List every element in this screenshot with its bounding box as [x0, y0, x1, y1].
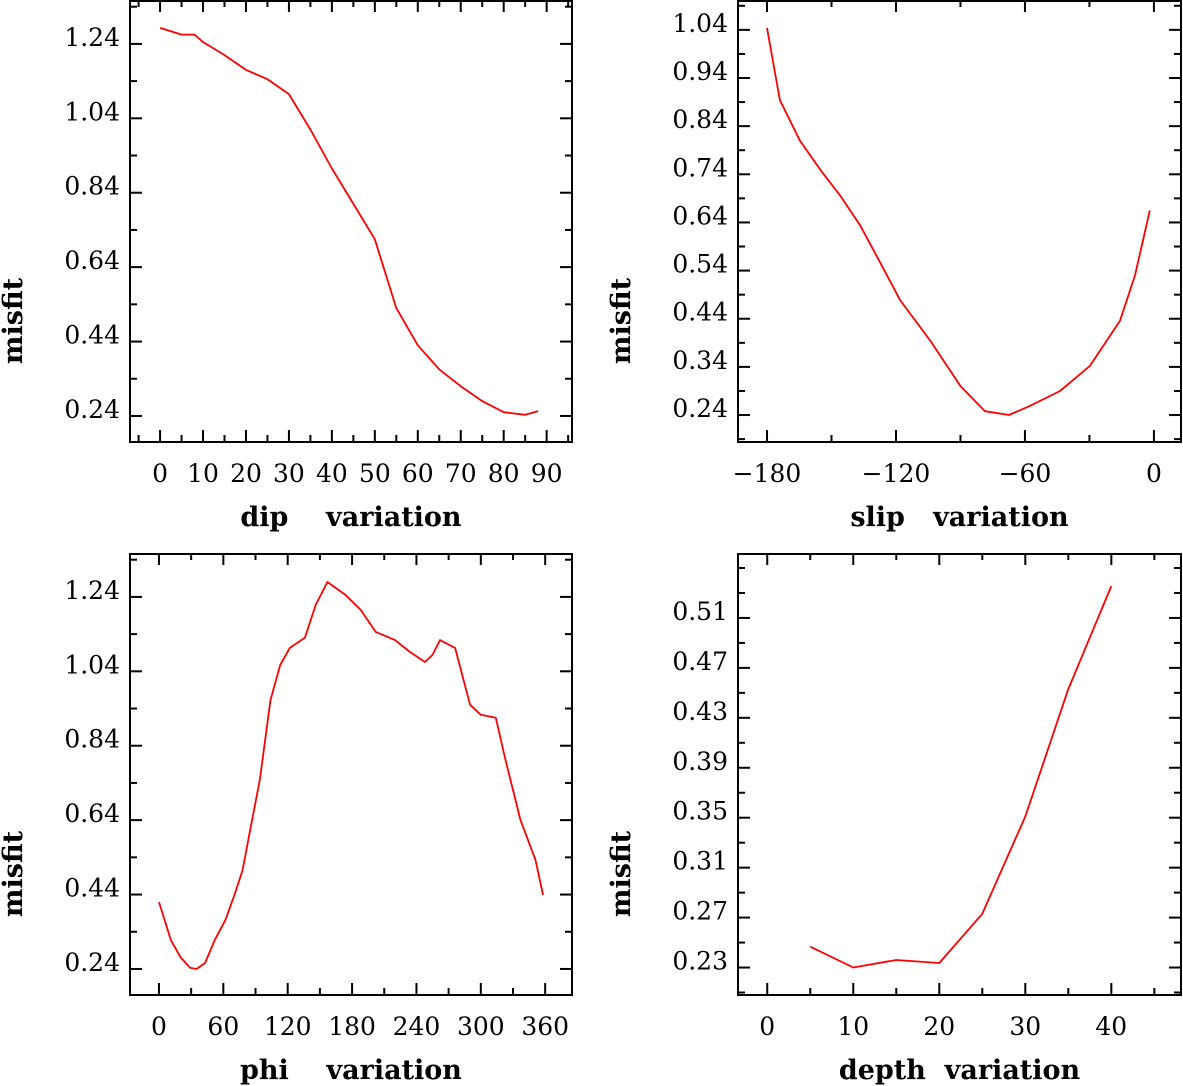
- depth-y-axis-title: misfit: [606, 830, 637, 917]
- slip-y-tick-label: 0.44: [672, 298, 728, 327]
- slip-y-tick-label: 1.04: [672, 9, 728, 38]
- dip-panel: 0 10 20 30 40 50 60 70 80 90 0.24 0.44 0.64 0.84 1.04 1…: [0, 0, 573, 533]
- slip-y-tick-label: 0.54: [672, 250, 728, 279]
- dip-x-tick-label: 40: [316, 459, 348, 488]
- slip-x-tick-label: −180: [733, 459, 802, 488]
- depth-x-tick-label: 20: [923, 1012, 955, 1041]
- dip-x-tick-label: 60: [402, 459, 434, 488]
- slip-x-axis-title: slip variation: [850, 502, 1069, 533]
- phi-x-tick-label: 300: [457, 1012, 505, 1041]
- dip-x-tick-label: 80: [488, 459, 520, 488]
- slip-x-tick-label: −120: [862, 459, 931, 488]
- slip-y-tick-label: 0.84: [672, 105, 728, 134]
- slip-y-tick-label: 0.94: [672, 57, 728, 86]
- slip-y-tick-label: 0.24: [672, 394, 728, 423]
- phi-x-tick-label: 360: [521, 1012, 569, 1041]
- phi-y-tick-label: 0.64: [64, 799, 120, 828]
- depth-y-tick-label: 0.23: [672, 947, 728, 976]
- depth-y-tick-label: 0.39: [672, 747, 728, 776]
- depth-y-tick-label: 0.31: [672, 847, 728, 876]
- dip-y-tick-label: 1.04: [64, 97, 120, 126]
- dip-misfit-line: [159, 27, 539, 416]
- slip-plot-frame: [737, 0, 1182, 443]
- dip-y-tick-label: 1.24: [64, 23, 120, 52]
- dip-x-axis-title: dip variation: [240, 502, 462, 533]
- slip-y-tick-label: 0.64: [672, 201, 728, 230]
- depth-misfit-line: [809, 585, 1113, 969]
- slip-x-tick-label: 0: [1146, 459, 1162, 488]
- phi-y-tick-label: 1.24: [64, 576, 120, 605]
- dip-x-tick-label: 70: [445, 459, 477, 488]
- phi-y-tick-label: 1.04: [64, 650, 120, 679]
- phi-plot-frame: [129, 553, 573, 996]
- dip-y-axis-title: misfit: [0, 277, 29, 364]
- depth-y-tick-label: 0.47: [672, 647, 728, 676]
- dip-y-tick-label: 0.64: [64, 246, 120, 275]
- dip-x-tick-label: 90: [531, 459, 563, 488]
- phi-panel: 0 60 120 180 240 300 360 0.24 0.44 0.64 0.84 1.04 1.…: [0, 553, 573, 1086]
- dip-x-tick-label: 30: [273, 459, 305, 488]
- slip-panel: −180 −120 −60 0 0.24 0.34 0.44 0.54 0.64 0.74 0.84…: [606, 0, 1182, 533]
- depth-x-tick-label: 30: [1009, 1012, 1041, 1041]
- slip-y-axis-title: misfit: [606, 277, 637, 364]
- dip-x-tick-label: 10: [187, 459, 219, 488]
- dip-x-tick-label: 0: [152, 459, 168, 488]
- depth-x-tick-label: 0: [759, 1012, 775, 1041]
- phi-y-tick-label: 0.44: [64, 874, 120, 903]
- depth-y-tick-label: 0.27: [672, 897, 728, 926]
- phi-x-tick-label: 120: [264, 1012, 312, 1041]
- dip-y-tick-label: 0.84: [64, 172, 120, 201]
- depth-plot-frame: [737, 553, 1182, 996]
- dip-y-tick-label: 0.44: [64, 321, 120, 350]
- phi-x-axis-title: phi variation: [240, 1055, 462, 1086]
- depth-y-tick-label: 0.51: [672, 597, 728, 626]
- slip-x-tick-label: −60: [999, 459, 1052, 488]
- slip-y-tick-label: 0.34: [672, 346, 728, 375]
- dip-y-tick-label: 0.24: [64, 395, 120, 424]
- depth-x-tick-label: 40: [1095, 1012, 1127, 1041]
- phi-x-tick-label: 60: [207, 1012, 239, 1041]
- depth-x-tick-label: 10: [837, 1012, 869, 1041]
- depth-x-axis-title: depth variation: [839, 1055, 1081, 1086]
- dip-x-tick-label: 20: [230, 459, 262, 488]
- phi-misfit-line: [158, 581, 544, 970]
- phi-x-tick-label: 240: [393, 1012, 441, 1041]
- phi-x-tick-label: 180: [328, 1012, 376, 1041]
- phi-y-tick-label: 0.84: [64, 725, 120, 754]
- dip-plot-frame: [129, 0, 573, 443]
- slip-y-tick-label: 0.74: [672, 153, 728, 182]
- depth-panel: 0 10 20 30 40 0.23 0.27 0.31 0.35 0.39 0.43 0.47 0.5…: [606, 553, 1182, 1086]
- phi-y-tick-label: 0.24: [64, 948, 120, 977]
- depth-y-tick-label: 0.43: [672, 697, 728, 726]
- phi-x-tick-label: 0: [151, 1012, 167, 1041]
- phi-y-axis-title: misfit: [0, 830, 29, 917]
- slip-misfit-line: [766, 27, 1151, 416]
- dip-x-tick-label: 50: [359, 459, 391, 488]
- depth-y-tick-label: 0.35: [672, 797, 728, 826]
